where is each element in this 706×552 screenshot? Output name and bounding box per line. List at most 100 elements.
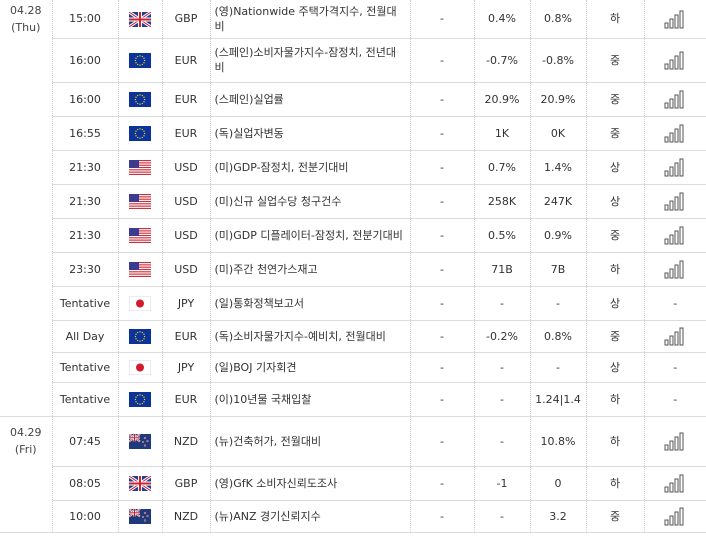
eu-flag-icon (129, 328, 151, 344)
currency-cell: NZD (162, 416, 211, 467)
importance-cell: 중 (586, 116, 645, 151)
bar-chart-icon[interactable] (664, 123, 686, 143)
actual-cell: - (410, 184, 475, 219)
date-cell (0, 184, 53, 218)
date-cell (0, 382, 53, 417)
eu-flag-icon (129, 125, 151, 141)
flag-cell (118, 0, 163, 39)
bar-chart-icon[interactable] (664, 9, 686, 29)
calendar-body: 04.28 (Thu) 15:00 GBP (영)Nationwide 주택가격지수, … (0, 0, 706, 533)
date-cell (0, 38, 53, 82)
forecast-cell: - (474, 500, 531, 533)
time-cell: 08:05 (52, 466, 119, 501)
chart-cell (644, 500, 706, 533)
currency-cell: EUR (162, 382, 211, 417)
importance-cell: 상 (586, 286, 645, 321)
actual-cell: - (410, 150, 475, 185)
event-cell: (미)신규 실업수당 청구건수 (210, 184, 411, 219)
actual-cell: - (410, 0, 475, 39)
flag-cell (118, 116, 163, 151)
chart-cell (644, 320, 706, 353)
date-cell: 04.28 (Thu) (0, 0, 53, 38)
currency-cell: USD (162, 184, 211, 219)
time-cell: 21:30 (52, 184, 119, 219)
importance-cell: 중 (586, 320, 645, 353)
forecast-cell: -1 (474, 466, 531, 501)
bar-chart-icon[interactable] (664, 225, 686, 245)
event-cell: (스페인)소비자물가지수-잠정치, 전년대비 (210, 38, 411, 83)
time-cell: 21:30 (52, 218, 119, 253)
currency-cell: GBP (162, 0, 211, 39)
economic-calendar-table: 04.28 (Thu) 15:00 GBP (영)Nationwide 주택가격지수, … (0, 0, 706, 533)
currency-cell: JPY (162, 286, 211, 321)
forecast-cell: -0.7% (474, 38, 531, 83)
bar-chart-icon[interactable] (664, 259, 686, 279)
importance-cell: 상 (586, 184, 645, 219)
forecast-cell: 0.4% (474, 0, 531, 39)
event-cell: (일)통화정책보고서 (210, 286, 411, 321)
actual-cell: - (410, 218, 475, 253)
previous-cell: 20.9% (530, 82, 587, 117)
actual-cell: - (410, 352, 475, 383)
date-cell (0, 252, 53, 286)
importance-cell: 하 (586, 252, 645, 287)
actual-cell: - (410, 286, 475, 321)
bar-chart-icon[interactable] (664, 157, 686, 177)
importance-cell: 하 (586, 416, 645, 467)
importance-cell: 하 (586, 466, 645, 501)
table-row: 21:30 USD (미)GDP 디플레이터-잠정치, 전분기대비 -0.5% 0.9%… (0, 218, 706, 253)
date-cell (0, 82, 53, 116)
flag-cell (118, 416, 163, 467)
flag-cell (118, 320, 163, 353)
date-cell (0, 150, 53, 184)
event-cell: (뉴)건축허가, 전월대비 (210, 416, 411, 467)
event-cell: (독)소비자물가지수-예비치, 전월대비 (210, 320, 411, 353)
chart-cell: - (644, 382, 706, 417)
bar-chart-icon[interactable] (664, 473, 686, 493)
actual-cell: - (410, 382, 475, 417)
forecast-cell: 1K (474, 116, 531, 151)
flag-cell (118, 184, 163, 219)
previous-cell: 247K (530, 184, 587, 219)
chart-cell (644, 218, 706, 253)
bar-chart-icon[interactable] (664, 431, 686, 451)
actual-cell: - (410, 252, 475, 287)
forecast-cell: - (474, 382, 531, 417)
uk-flag-icon (129, 475, 151, 491)
currency-cell: USD (162, 218, 211, 253)
actual-cell: - (410, 82, 475, 117)
date-cell: 04.29 (Fri) (0, 416, 53, 466)
importance-cell: 하 (586, 0, 645, 39)
forecast-cell: 0.5% (474, 218, 531, 253)
event-cell: (스페인)실업률 (210, 82, 411, 117)
event-cell: (뉴)ANZ 경기신뢰지수 (210, 500, 411, 533)
actual-cell: - (410, 500, 475, 533)
eu-flag-icon (129, 52, 151, 68)
time-cell: 07:45 (52, 416, 119, 467)
bar-chart-icon[interactable] (664, 191, 686, 211)
currency-cell: EUR (162, 320, 211, 353)
flag-cell (118, 352, 163, 383)
bar-chart-icon[interactable] (664, 89, 686, 109)
bar-chart-icon[interactable] (664, 506, 686, 526)
actual-cell: - (410, 320, 475, 353)
flag-cell (118, 150, 163, 185)
table-row: 23:30 USD (미)주간 천연가스재고 -71B 7B 하 (0, 252, 706, 287)
event-cell: (미)주간 천연가스재고 (210, 252, 411, 287)
table-row: 16:00 EUR (스페인)소비자물가지수-잠정치, 전년대비 - -0.7% -0.8… (0, 38, 706, 83)
time-cell: Tentative (52, 352, 119, 383)
bar-chart-icon[interactable] (664, 326, 686, 346)
chart-cell: - (644, 352, 706, 383)
nz-flag-icon (129, 433, 151, 449)
chart-cell (644, 38, 706, 83)
weekday-label: (Fri) (14, 443, 37, 457)
time-cell: All Day (52, 320, 119, 353)
date-cell (0, 218, 53, 252)
nz-flag-icon (129, 508, 151, 524)
date-cell (0, 466, 53, 500)
currency-cell: EUR (162, 82, 211, 117)
chart-cell (644, 466, 706, 501)
forecast-cell: - (474, 286, 531, 321)
event-cell: (미)GDP-잠정치, 전분기대비 (210, 150, 411, 185)
bar-chart-icon[interactable] (664, 50, 686, 70)
